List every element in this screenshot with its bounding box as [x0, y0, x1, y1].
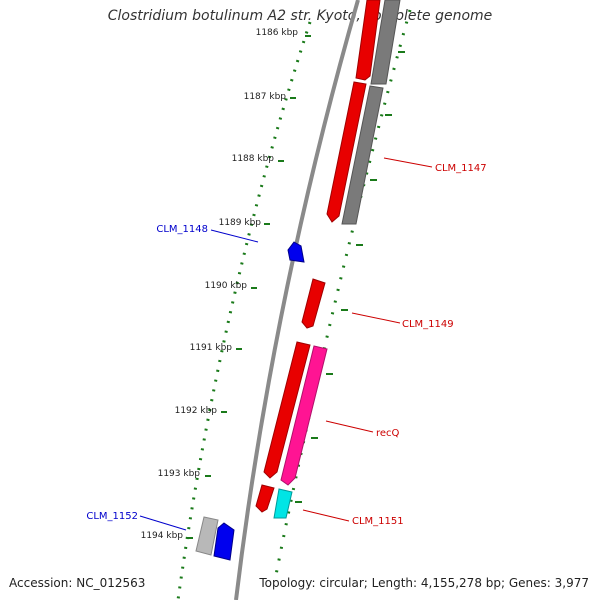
outer-tick-ring: [273, 9, 412, 581]
gene-arrow-recq[interactable]: [280, 345, 328, 486]
leader-line-clm1148: [210, 229, 259, 243]
tick-label-1191: 1191 kbp: [190, 343, 233, 353]
tick-label-1186: 1186 kbp: [256, 28, 299, 38]
gene-arrow-gray-top[interactable]: [370, 0, 401, 85]
inner-tick-ring: [176, 21, 312, 600]
gene-arrow-clm1146[interactable]: [355, 0, 381, 81]
tick-label-1190: 1190 kbp: [205, 281, 248, 291]
gene-arrow-clm1150[interactable]: [263, 341, 311, 479]
leader-line-clm1149: [351, 312, 401, 324]
gene-arrow-gray-long[interactable]: [341, 85, 384, 225]
gene-arrow-clm1148[interactable]: [287, 241, 305, 263]
tick-label-1192: 1192 kbp: [175, 406, 218, 416]
gene-arrow-gray-small[interactable]: [195, 516, 219, 556]
gene-label-clm1151[interactable]: CLM_1151: [352, 516, 404, 527]
tick-label-1193: 1193 kbp: [158, 469, 201, 479]
gene-arrow-clm1147[interactable]: [326, 81, 367, 223]
tick-label-1194: 1194 kbp: [141, 531, 184, 541]
gene-arrow-clm1152[interactable]: [213, 522, 235, 561]
leader-line-clm1151: [302, 509, 350, 522]
leader-line-clm1152: [139, 515, 187, 531]
gene-label-clm1149[interactable]: CLM_1149: [402, 319, 454, 330]
leader-line-recq: [325, 420, 374, 433]
gene-label-clm1147[interactable]: CLM_1147: [435, 163, 487, 174]
accession-text: Accession: NC_012563: [9, 576, 146, 590]
leader-line-clm1147: [383, 157, 433, 168]
gene-arrow-clm1151[interactable]: [273, 488, 293, 519]
tick-label-1189: 1189 kbp: [219, 218, 262, 228]
genome-summary-text: Topology: circular; Length: 4,155,278 bp…: [259, 576, 589, 590]
gene-arrow-clm1149[interactable]: [301, 278, 326, 329]
gene-arrow-small-red[interactable]: [255, 484, 275, 513]
gene-label-clm1148[interactable]: CLM_1148: [156, 224, 208, 235]
gene-label-recq[interactable]: recQ: [376, 428, 400, 439]
genome-backbone: [234, 0, 360, 600]
tick-label-1188: 1188 kbp: [232, 154, 275, 164]
gene-label-clm1152[interactable]: CLM_1152: [86, 511, 138, 522]
tick-label-1187: 1187 kbp: [244, 92, 287, 102]
